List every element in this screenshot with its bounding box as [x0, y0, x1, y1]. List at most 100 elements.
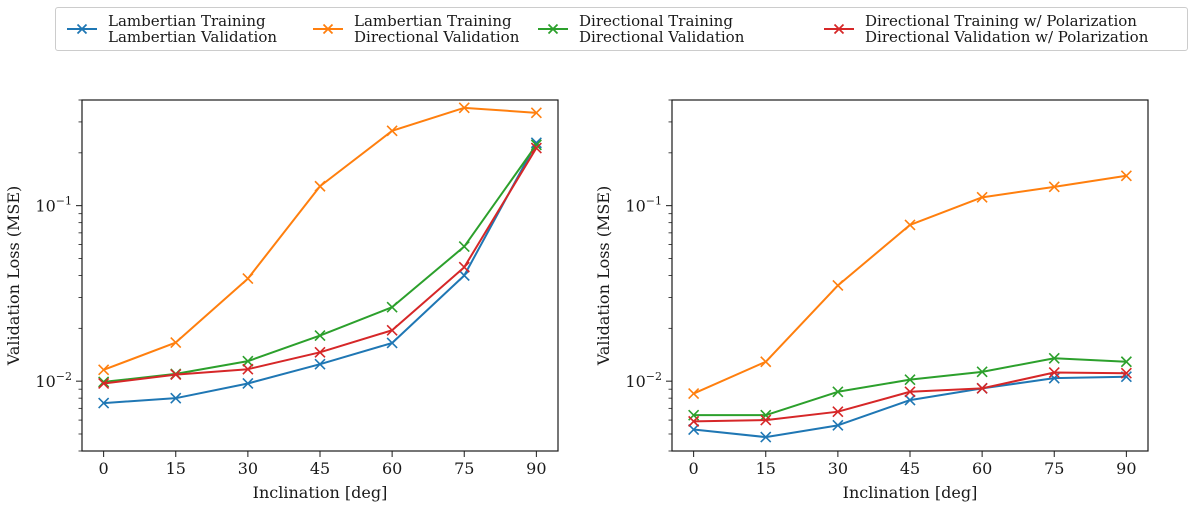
data-point-x-marker: [1120, 356, 1132, 368]
data-point-x-marker: [314, 358, 326, 370]
y-axis-label: Validation Loss (MSE): [594, 186, 613, 366]
data-point-x-marker: [688, 415, 700, 427]
x-tick-label: 75: [454, 459, 474, 478]
data-point-x-marker: [170, 369, 182, 381]
data-point-x-marker: [904, 386, 916, 398]
legend-item-lambertian-directional: Lambertian Training Directional Validati…: [312, 12, 519, 46]
chart-legend: Lambertian Training Lambertian Validatio…: [55, 7, 1188, 51]
data-point-x-marker: [688, 387, 700, 400]
right-panel: 10−1 10−2 0 15 30 45 60 75 90 Inclination [deg] Va…: [594, 99, 1149, 502]
series-2: [688, 352, 1132, 421]
legend-swatch-green-x-icon: [538, 23, 568, 35]
x-tick-label: 75: [1044, 459, 1064, 478]
axes-frame: [81, 99, 559, 452]
data-point-x-marker: [904, 374, 916, 386]
axes-frame: [671, 99, 1149, 452]
y-tick-label: 10−1: [625, 195, 662, 216]
data-point-x-marker: [1120, 367, 1132, 379]
legend-label-line1: Lambertian Training: [108, 12, 266, 30]
data-point-x-marker: [386, 125, 398, 137]
series-3: [98, 142, 542, 390]
data-point-x-marker: [832, 279, 844, 292]
series-line: [693, 375, 1127, 439]
data-point-x-marker: [976, 382, 988, 394]
data-point-x-marker: [242, 273, 254, 285]
data-point-x-marker: [1120, 170, 1132, 182]
series-0: [98, 137, 542, 409]
series-line: [103, 106, 537, 371]
left-panel: 10−1 10−2 0 15 30 45 60 75 90 Inclination [deg] Va…: [4, 99, 559, 502]
data-point-x-marker: [976, 366, 988, 378]
x-tick-label: 60: [382, 459, 402, 478]
series-1: [98, 102, 542, 376]
data-point-x-marker: [530, 107, 542, 119]
data-point-x-marker: [1048, 366, 1060, 379]
x-tick-label: 45: [310, 459, 330, 478]
x-tick-label: 60: [972, 459, 992, 478]
series-1: [688, 170, 1132, 400]
x-tick-label: 45: [900, 459, 920, 478]
data-point-x-marker: [386, 324, 398, 336]
y-tick-label: 10−2: [35, 370, 72, 391]
legend-label-line1: Lambertian Training: [354, 12, 512, 30]
data-point-x-marker: [530, 137, 542, 149]
data-point-x-marker: [530, 139, 542, 151]
data-point-x-marker: [170, 336, 182, 349]
data-point-x-marker: [314, 180, 326, 192]
x-tick-label: 15: [756, 459, 776, 478]
legend-item-lambertian-lambertian: Lambertian Training Lambertian Validatio…: [66, 12, 277, 46]
legend-label-line2: Lambertian Validation: [108, 28, 278, 46]
legend-label-line2: Directional Validation: [579, 28, 745, 46]
legend-label-line2: Directional Validation: [354, 28, 520, 46]
legend-label-line1: Directional Training: [579, 12, 733, 30]
data-point-x-marker: [904, 219, 916, 231]
data-point-x-marker: [98, 397, 110, 409]
y-tick-label: 10−2: [625, 370, 662, 391]
series-2: [98, 139, 542, 388]
data-point-x-marker: [1048, 352, 1060, 364]
y-axis-label: Validation Loss (MSE): [4, 186, 23, 366]
data-point-x-marker: [458, 269, 470, 282]
x-axis-label: Inclination [deg]: [843, 483, 978, 502]
data-point-x-marker: [170, 392, 182, 404]
data-point-x-marker: [832, 386, 844, 398]
x-tick-label: 0: [689, 459, 699, 478]
series-line: [103, 147, 538, 385]
data-point-x-marker: [458, 240, 470, 253]
legend-swatch-red-x-icon: [824, 23, 854, 35]
data-point-x-marker: [760, 356, 772, 368]
legend-swatch-blue-x-icon: [67, 23, 97, 35]
x-tick-label: 90: [1116, 459, 1136, 478]
data-point-x-marker: [976, 191, 988, 203]
data-point-x-marker: [242, 355, 254, 367]
x-tick-label: 30: [238, 459, 258, 478]
data-point-x-marker: [314, 346, 326, 358]
legend-label-line1: Directional Training w/ Polarization: [865, 12, 1137, 30]
data-point-x-marker: [832, 406, 844, 418]
data-point-x-marker: [1048, 181, 1060, 193]
data-point-x-marker: [314, 329, 326, 342]
data-point-x-marker: [530, 142, 542, 154]
legend-label-line2: Directional Validation w/ Polarization: [865, 28, 1149, 46]
data-point-x-marker: [458, 102, 470, 114]
data-point-x-marker: [98, 376, 110, 388]
x-tick-label: 30: [828, 459, 848, 478]
series-line: [693, 174, 1127, 395]
data-point-x-marker: [242, 363, 254, 375]
data-point-x-marker: [98, 364, 110, 376]
data-point-x-marker: [904, 394, 916, 406]
data-point-x-marker: [832, 419, 844, 431]
data-point-x-marker: [760, 409, 772, 421]
x-tick-label: 90: [526, 459, 546, 478]
data-point-x-marker: [386, 337, 398, 349]
data-point-x-marker: [760, 414, 772, 426]
series-line: [693, 357, 1127, 417]
x-tick-label: 0: [99, 459, 109, 478]
data-point-x-marker: [242, 377, 254, 390]
series-3: [688, 366, 1132, 427]
data-point-x-marker: [386, 301, 398, 313]
legend-item-polarization: Directional Training w/ Polarization Dir…: [823, 12, 1148, 46]
data-point-x-marker: [458, 261, 470, 273]
x-axis-label: Inclination [deg]: [253, 483, 388, 502]
